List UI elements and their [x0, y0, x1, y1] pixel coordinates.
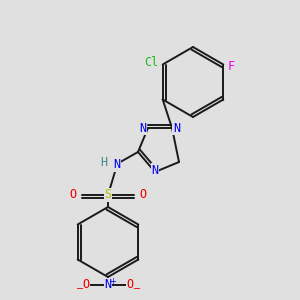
Text: −: −	[133, 284, 141, 294]
Text: +: +	[110, 277, 116, 286]
Text: N: N	[139, 122, 146, 134]
Text: Cl: Cl	[144, 56, 159, 69]
Text: N: N	[104, 278, 112, 292]
Text: O: O	[82, 278, 90, 292]
Text: N: N	[152, 164, 159, 176]
Text: H: H	[100, 157, 107, 169]
Text: S: S	[104, 188, 112, 202]
Text: O: O	[126, 278, 134, 292]
Text: O: O	[139, 188, 146, 202]
Text: O: O	[70, 188, 77, 202]
Text: F: F	[227, 60, 234, 73]
Text: N: N	[113, 158, 121, 172]
Text: −: −	[76, 284, 84, 294]
Text: N: N	[173, 122, 180, 134]
